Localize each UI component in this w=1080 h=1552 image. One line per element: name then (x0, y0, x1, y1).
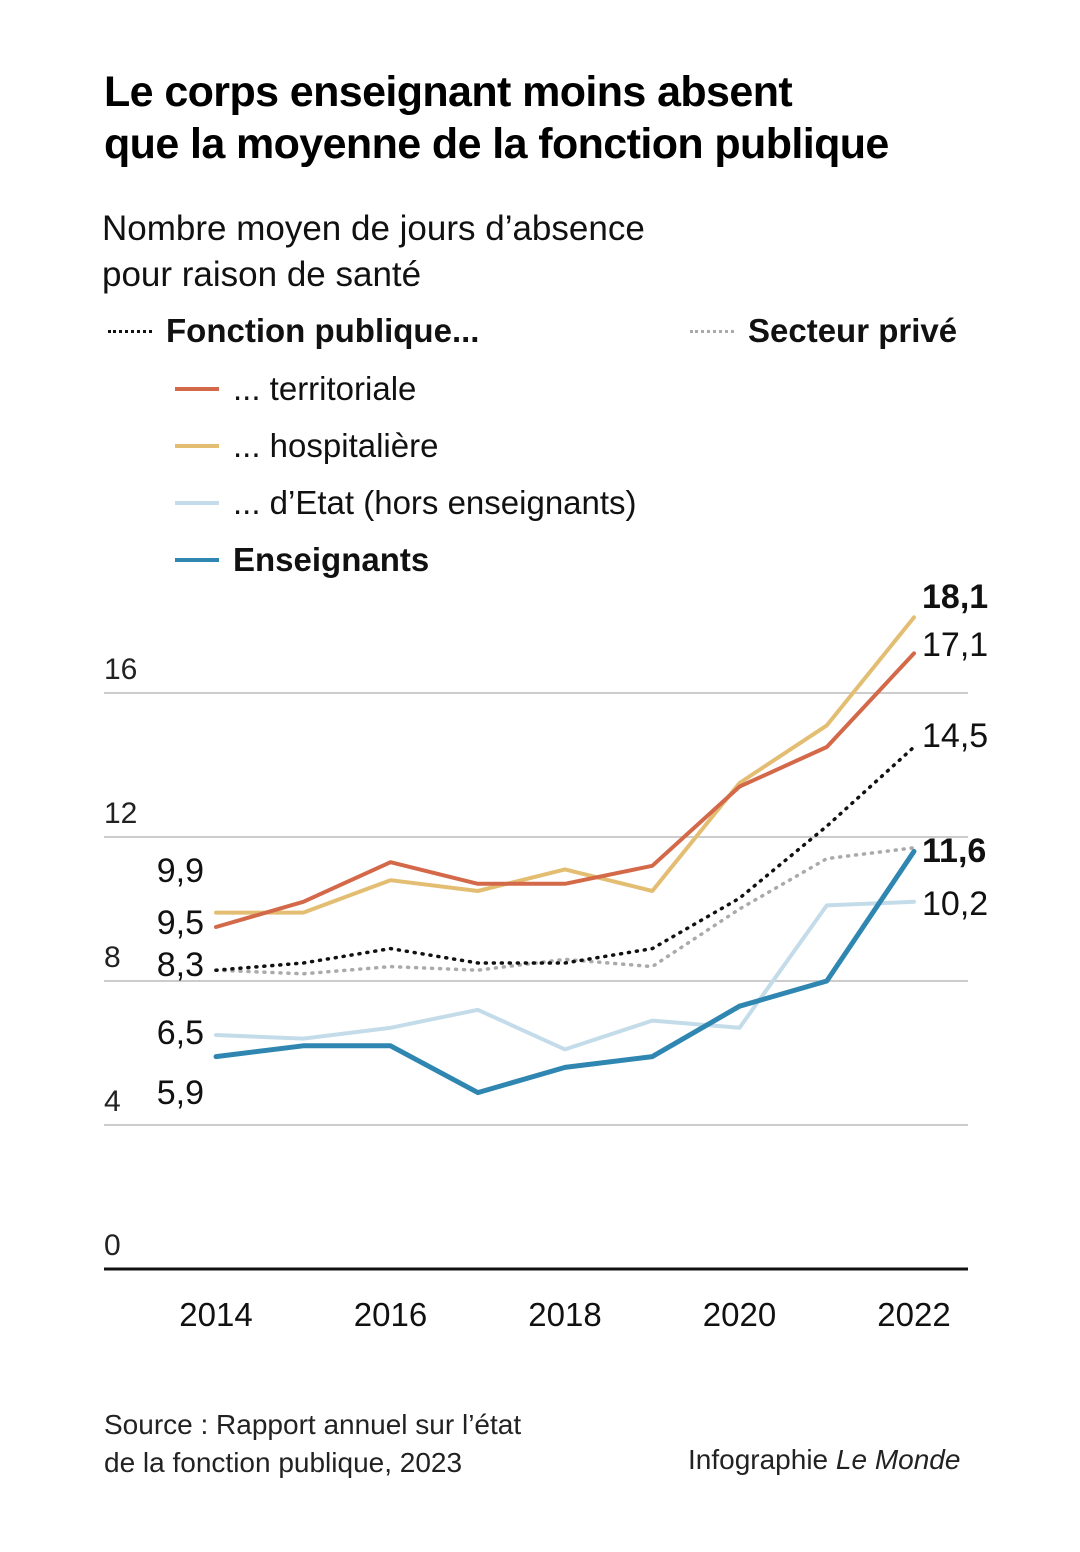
legend-item-etat: ... d’Etat (hors enseignants) (175, 484, 637, 522)
legend-label-enseignants: Enseignants (233, 541, 430, 578)
title-line-1: Le corps enseignant moins absent (104, 68, 793, 116)
legend-swatch-hospitaliere (175, 444, 219, 448)
series-line-secteur_prive (214, 846, 916, 976)
end-label-hospitaliere: 18,1 (922, 578, 988, 616)
title-line-2: que la moyenne de la fonction publique (104, 120, 889, 168)
source-line-2: de la fonction publique, 2023 (104, 1447, 463, 1478)
x-tick-label-2016: 2016 (354, 1296, 427, 1333)
end-label-territoriale: 17,1 (922, 626, 988, 664)
legend-label-fonction-publique: Fonction publique... (166, 312, 480, 349)
start-label-enseignants: 5,9 (157, 1074, 204, 1112)
credit: Infographie Le Monde (688, 1444, 960, 1476)
legend-label-etat: ... d’Etat (hors enseignants) (233, 484, 637, 521)
source-line-1: Source : Rapport annuel sur l’état (104, 1409, 522, 1440)
series-line-fonction_publique (214, 745, 916, 972)
credit-brand: Le Monde (835, 1444, 961, 1475)
start-label-fonction_publique: 8,3 (157, 946, 204, 984)
y-tick-label-8: 8 (104, 941, 121, 974)
chart-title: Le corps enseignant moins absent que la … (104, 66, 1004, 170)
series-line-enseignants (213, 848, 917, 1096)
legend-item-fonction-publique: Fonction publique... (108, 312, 479, 350)
x-tick-label-2014: 2014 (179, 1296, 252, 1333)
y-tick-label-12: 12 (104, 797, 137, 830)
end-label-enseignants: 11,6 (922, 832, 986, 870)
end-label-fonction_publique: 14,5 (922, 717, 988, 755)
legend-swatch-enseignants (175, 558, 219, 562)
start-label-hospitaliere: 9,9 (157, 852, 204, 890)
end-label-etat: 10,2 (922, 885, 988, 923)
legend-label-secteur-prive: Secteur privé (748, 312, 958, 349)
y-tick-label-4: 4 (104, 1085, 121, 1118)
legend-swatch-secteur-prive (690, 329, 734, 333)
legend-swatch-etat (175, 501, 219, 505)
subtitle-line-1: Nombre moyen de jours d’absence (102, 209, 645, 248)
legend-item-secteur-prive: Secteur privé (690, 312, 957, 350)
legend-swatch-territoriale (175, 387, 219, 391)
legend-item-territoriale: ... territoriale (175, 370, 416, 408)
chart-subtitle: Nombre moyen de jours d’absence pour rai… (102, 206, 902, 298)
legend-label-hospitaliere: ... hospitalière (233, 427, 439, 464)
credit-prefix: Infographie (688, 1444, 836, 1475)
x-tick-label-2020: 2020 (703, 1296, 776, 1333)
legend-label-territoriale: ... territoriale (233, 370, 417, 407)
legend-item-enseignants: Enseignants (175, 541, 429, 579)
subtitle-line-2: pour raison de santé (102, 255, 422, 294)
series-line-territoriale (214, 651, 916, 929)
legend-swatch-fonction-publique (108, 329, 152, 333)
series-line-etat (214, 899, 916, 1052)
source-note: Source : Rapport annuel sur l’état de la… (104, 1406, 521, 1482)
x-tick-label-2022: 2022 (877, 1296, 950, 1333)
legend-item-hospitaliere: ... hospitalière (175, 427, 438, 465)
start-label-etat: 6,5 (157, 1014, 204, 1052)
y-tick-label-16: 16 (104, 653, 137, 686)
series-line-hospitaliere (214, 615, 916, 915)
y-tick-label-0: 0 (104, 1229, 121, 1262)
x-tick-label-2018: 2018 (528, 1296, 601, 1333)
start-label-territoriale: 9,5 (157, 904, 204, 942)
